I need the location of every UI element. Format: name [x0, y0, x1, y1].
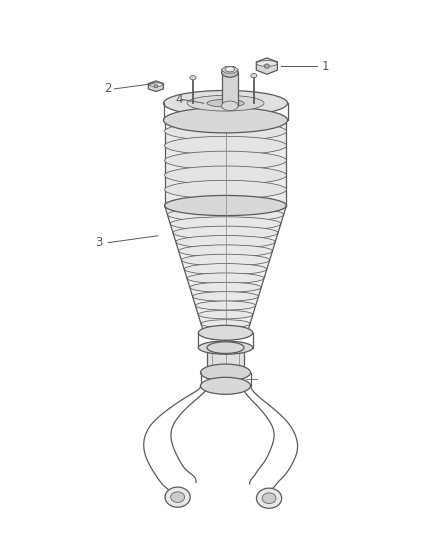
Ellipse shape: [207, 99, 244, 107]
Ellipse shape: [193, 292, 258, 301]
Polygon shape: [165, 206, 286, 333]
Ellipse shape: [165, 151, 286, 169]
Ellipse shape: [262, 493, 276, 504]
Ellipse shape: [167, 207, 284, 222]
Text: 4: 4: [176, 93, 183, 106]
Ellipse shape: [222, 68, 238, 77]
Ellipse shape: [198, 310, 253, 319]
Ellipse shape: [165, 166, 286, 184]
Ellipse shape: [179, 245, 272, 257]
Ellipse shape: [187, 95, 264, 111]
Ellipse shape: [165, 122, 286, 141]
Bar: [222, 72, 238, 106]
Ellipse shape: [170, 217, 281, 231]
Ellipse shape: [165, 198, 286, 213]
Polygon shape: [148, 81, 163, 92]
Bar: [207, 348, 244, 375]
Ellipse shape: [257, 61, 277, 66]
Ellipse shape: [225, 67, 235, 72]
Ellipse shape: [165, 196, 286, 216]
Polygon shape: [256, 58, 277, 74]
Text: 1: 1: [321, 60, 329, 72]
Ellipse shape: [163, 108, 288, 133]
Ellipse shape: [201, 320, 250, 328]
Ellipse shape: [256, 488, 282, 508]
Ellipse shape: [149, 83, 163, 86]
Text: 2: 2: [104, 83, 111, 95]
Ellipse shape: [154, 85, 158, 88]
Ellipse shape: [204, 329, 247, 336]
Ellipse shape: [176, 236, 275, 248]
Text: 3: 3: [95, 236, 102, 249]
Ellipse shape: [198, 341, 253, 354]
Ellipse shape: [163, 91, 288, 116]
Ellipse shape: [165, 109, 286, 131]
Ellipse shape: [190, 76, 196, 80]
Ellipse shape: [181, 254, 270, 266]
Ellipse shape: [201, 377, 251, 394]
Ellipse shape: [222, 101, 238, 111]
Ellipse shape: [251, 74, 257, 78]
Ellipse shape: [190, 282, 261, 293]
Ellipse shape: [165, 180, 286, 199]
Ellipse shape: [198, 325, 253, 340]
Bar: [165, 120, 286, 206]
Polygon shape: [221, 67, 239, 73]
Ellipse shape: [173, 226, 278, 239]
Ellipse shape: [184, 264, 267, 274]
Ellipse shape: [201, 364, 251, 381]
Ellipse shape: [165, 487, 190, 507]
Ellipse shape: [171, 492, 185, 503]
Ellipse shape: [195, 301, 256, 310]
Ellipse shape: [264, 64, 269, 68]
Ellipse shape: [187, 273, 264, 284]
Ellipse shape: [207, 369, 244, 381]
Ellipse shape: [165, 136, 286, 155]
Ellipse shape: [207, 342, 244, 353]
